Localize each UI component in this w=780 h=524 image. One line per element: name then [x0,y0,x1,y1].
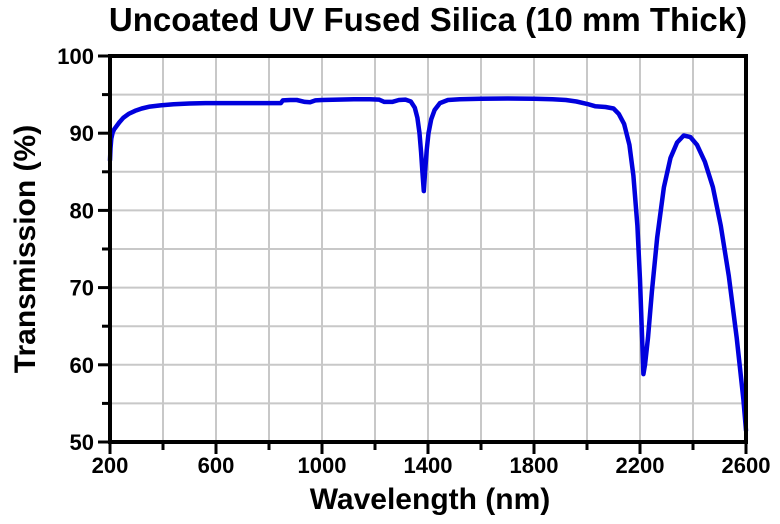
x-tick-label: 2600 [722,453,771,478]
x-tick-label: 1000 [298,453,347,478]
y-tick-label: 80 [70,198,94,223]
chart-title: Uncoated UV Fused Silica (10 mm Thick) [108,1,748,38]
x-tick-label: 200 [92,453,129,478]
x-tick-label: 1400 [404,453,453,478]
data-curve [107,96,749,433]
x-tick-label: 2200 [616,453,665,478]
x-axis-label: Wavelength (nm) [309,483,551,516]
y-tick-label: 70 [70,276,94,301]
x-tick-label: 600 [198,453,235,478]
plot-border [108,54,748,444]
y-tick-label: 50 [70,430,94,455]
x-tick-label: 1800 [510,453,559,478]
y-tick-label: 60 [70,353,94,378]
y-tick-label: 100 [57,44,94,69]
y-tick-label: 90 [70,121,94,146]
